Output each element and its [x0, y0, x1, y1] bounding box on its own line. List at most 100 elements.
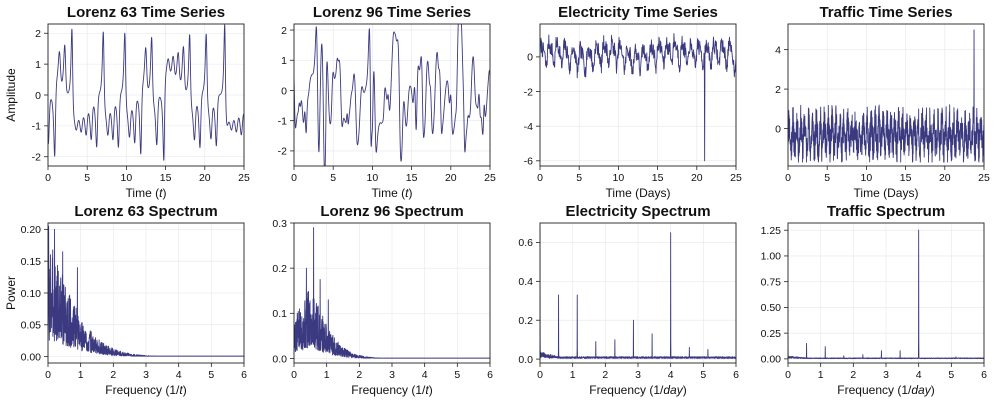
x-tick-label: 5	[454, 369, 460, 381]
subplot-title: Electricity Time Series	[558, 4, 718, 21]
subplot-5: Lorenz 63 Spectrum 0 1 2 3 4 5 6 0.00 0.05 0.10 0.1…	[4, 203, 247, 397]
x-tick-label: 10	[121, 172, 133, 184]
x-tick-label: 0	[291, 172, 297, 184]
x-tick-label: 3	[389, 369, 395, 381]
x-axis-label: Frequency (1/day)	[589, 383, 686, 397]
y-tick-label: 1	[35, 59, 41, 71]
subplot-title: Electricity Spectrum	[565, 203, 710, 220]
x-tick-label: 15	[406, 172, 418, 184]
y-tick-label: -2	[32, 152, 41, 164]
subplot-title: Lorenz 63 Time Series	[67, 4, 225, 21]
x-axis-label: Frequency (1/t)	[105, 383, 186, 397]
plot-frame	[47, 222, 245, 364]
x-tick-label: 25	[978, 172, 990, 184]
x-tick-label: 15	[652, 172, 664, 184]
y-axis-label: Amplitude	[4, 68, 18, 122]
plot-frame	[539, 222, 737, 364]
x-axis-label: Frequency (1/day)	[837, 383, 934, 397]
x-tick-label: 6	[241, 369, 247, 381]
x-tick-label: 2	[602, 369, 608, 381]
x-tick-label: 0	[537, 172, 543, 184]
x-axis-label: Time (t)	[126, 186, 167, 200]
subplot-title: Lorenz 96 Time Series	[313, 4, 471, 21]
x-tick-label: 15	[160, 172, 172, 184]
y-tick-label: 0	[775, 123, 781, 135]
x-tick-label: 10	[367, 172, 379, 184]
plot-frame	[293, 222, 491, 364]
y-tick-label: 0.0	[518, 354, 533, 366]
y-tick-label: 1.00	[761, 251, 782, 263]
y-tick-label: 0.6	[518, 237, 533, 249]
y-tick-label: 1.25	[761, 225, 782, 237]
y-tick-label: 0	[527, 52, 533, 64]
y-tick-label: 1	[281, 55, 287, 67]
y-tick-label: 2	[775, 84, 781, 96]
x-axis-label: Time (Days)	[606, 186, 671, 200]
x-tick-label: 5	[330, 172, 336, 184]
x-tick-label: 2	[356, 369, 362, 381]
x-tick-label: 20	[691, 172, 703, 184]
y-tick-label: -1	[32, 121, 41, 133]
x-tick-label: 3	[143, 369, 149, 381]
plot-frame	[539, 23, 737, 167]
y-tick-label: 0.3	[272, 218, 287, 230]
subplot-6: Lorenz 96 Spectrum 0 1 2 3 4 5 6 0.0 0.1 0.2 0.3 Fre…	[272, 203, 493, 397]
x-axis-label: Frequency (1/t)	[351, 383, 432, 397]
plot-frame	[293, 23, 491, 167]
series-line	[294, 227, 490, 359]
series-line	[788, 29, 984, 163]
x-tick-label: 25	[238, 172, 250, 184]
y-tick-label: 0.00	[21, 351, 42, 363]
y-tick-label: 0	[281, 85, 287, 97]
x-tick-label: 1	[818, 369, 824, 381]
y-tick-label: 0.10	[21, 288, 42, 300]
y-tick-label: 0.2	[272, 263, 287, 275]
x-tick-label: 0	[45, 172, 51, 184]
series-line	[48, 24, 244, 161]
subplot-7: Electricity Spectrum 0 1 2 3 4 5 6 0.0 0.2 0.4 0.6 F…	[518, 203, 739, 397]
y-tick-label: 0	[35, 90, 41, 102]
x-tick-label: 15	[900, 172, 912, 184]
x-tick-label: 5	[576, 172, 582, 184]
x-tick-label: 5	[824, 172, 830, 184]
x-tick-label: 2	[110, 369, 116, 381]
x-tick-label: 6	[733, 369, 739, 381]
subplot-4: Traffic Time Series 0 5 10 15 20 25 0 2 4 Time (Da…	[775, 4, 990, 200]
x-tick-label: 25	[730, 172, 742, 184]
y-tick-label: 0.00	[761, 354, 782, 366]
series-line	[788, 229, 984, 360]
x-tick-label: 10	[861, 172, 873, 184]
x-tick-label: 1	[570, 369, 576, 381]
y-tick-label: -2	[278, 146, 287, 158]
x-tick-label: 20	[445, 172, 457, 184]
y-tick-label: 0.75	[761, 276, 782, 288]
y-tick-label: 0.1	[272, 308, 287, 320]
plot-frame	[787, 23, 985, 167]
subplot-title: Traffic Spectrum	[827, 203, 945, 220]
x-tick-label: 1	[78, 369, 84, 381]
y-tick-label: 0.2	[518, 315, 533, 327]
x-tick-label: 0	[291, 369, 297, 381]
y-tick-label: -1	[278, 115, 287, 127]
x-tick-label: 3	[883, 369, 889, 381]
y-tick-label: 0.50	[761, 302, 782, 314]
series-line	[48, 225, 244, 357]
y-tick-label: -2	[524, 86, 533, 98]
x-tick-label: 25	[484, 172, 496, 184]
y-tick-label: -6	[524, 156, 533, 168]
x-tick-label: 3	[635, 369, 641, 381]
y-tick-label: 4	[775, 44, 781, 56]
y-axis-label: Power	[4, 276, 18, 310]
y-tick-label: 0.0	[272, 353, 287, 365]
subplot-title: Lorenz 63 Spectrum	[74, 203, 217, 220]
y-tick-label: 0.05	[21, 320, 42, 332]
x-axis-label: Time (t)	[372, 186, 413, 200]
y-tick-label: 0.20	[21, 224, 42, 236]
x-tick-label: 0	[537, 369, 543, 381]
y-tick-label: 2	[35, 28, 41, 40]
y-tick-label: 0.4	[518, 276, 533, 288]
y-tick-label: 0.25	[761, 328, 782, 340]
subplot-title: Traffic Time Series	[819, 4, 952, 21]
x-tick-label: 5	[208, 369, 214, 381]
